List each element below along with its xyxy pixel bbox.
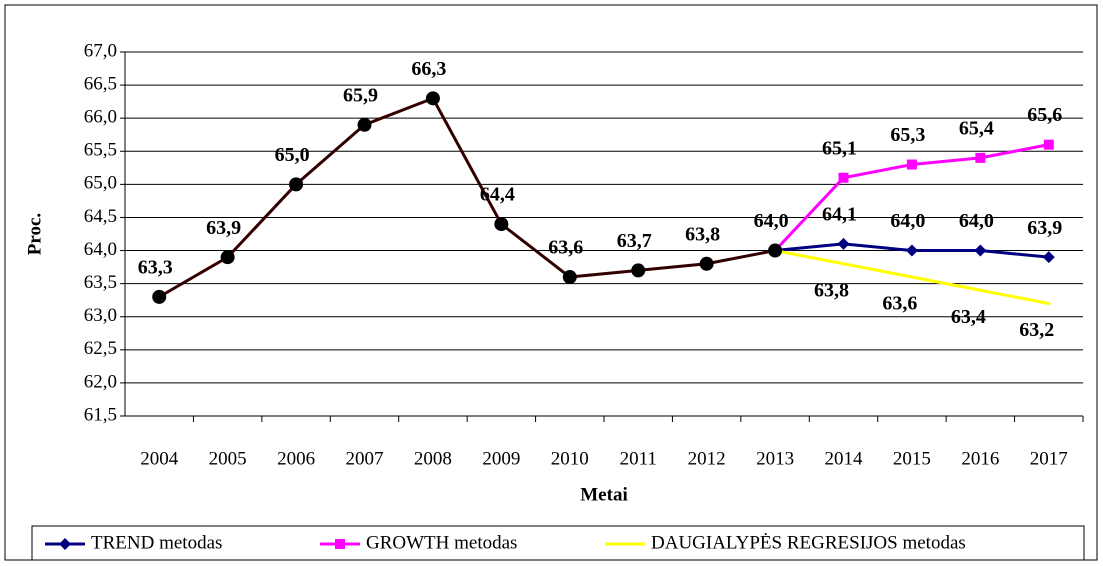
data-label: 63,4 (951, 306, 986, 328)
y-tick-label: 64,0 (84, 239, 117, 260)
point (1042, 251, 1055, 264)
data-label: 65,3 (890, 124, 925, 146)
x-tick-label: 2004 (140, 448, 179, 469)
x-tick-label: 2015 (893, 448, 931, 469)
y-tick-label: 65,0 (84, 173, 117, 194)
data-label: 66,3 (411, 58, 446, 80)
point (289, 177, 304, 192)
point (838, 172, 849, 183)
y-tick-label: 66,5 (84, 73, 117, 94)
point (562, 270, 577, 285)
point (975, 152, 986, 163)
point (631, 263, 646, 278)
point (837, 237, 850, 250)
point (335, 539, 345, 549)
data-label: 64,0 (959, 210, 994, 232)
y-tick-label: 62,5 (84, 338, 117, 359)
point (905, 244, 918, 257)
data-label: 63,8 (685, 223, 720, 245)
x-tick-label: 2009 (482, 448, 520, 469)
y-tick-label: 62,0 (84, 371, 117, 392)
data-label: 64,1 (822, 204, 857, 226)
data-label: 64,0 (890, 210, 925, 232)
y-tick-label: 66,0 (84, 107, 117, 128)
point (978, 288, 982, 292)
x-tick-label: 2011 (620, 448, 657, 469)
data-label: 64,0 (754, 210, 789, 232)
data-label: 63,7 (617, 230, 652, 252)
legend-box (31, 525, 1085, 561)
chart-frame (4, 4, 1098, 561)
y-tick-label: 67,0 (84, 40, 117, 61)
data-label: 63,8 (814, 279, 849, 301)
point (1047, 301, 1051, 305)
point (425, 91, 440, 106)
y-tick-label: 63,5 (84, 272, 117, 293)
data-label: 65,0 (275, 144, 310, 166)
x-axis-title: Metai (580, 484, 627, 505)
data-label: 65,6 (1027, 104, 1062, 126)
point (623, 542, 627, 546)
x-tick-label: 2017 (1030, 448, 1068, 469)
point (842, 262, 845, 266)
point (974, 244, 987, 257)
y-axis-title: Proc. (24, 213, 45, 255)
point (494, 217, 509, 232)
x-tick-label: 2016 (961, 448, 999, 469)
x-tick-label: 2005 (209, 448, 247, 469)
data-label: 63,6 (882, 293, 917, 315)
point (768, 243, 783, 258)
x-tick-label: 2007 (346, 448, 384, 469)
data-label: 65,4 (959, 117, 994, 139)
point (906, 159, 917, 170)
point (152, 289, 167, 304)
x-tick-label: 2008 (414, 448, 452, 469)
x-tick-label: 2014 (825, 448, 864, 469)
data-label: 65,9 (343, 84, 378, 106)
x-tick-label: 2010 (551, 448, 589, 469)
data-label: 65,1 (822, 137, 857, 159)
point (357, 117, 372, 132)
point (59, 538, 71, 550)
y-tick-label: 63,0 (84, 305, 117, 326)
x-tick-label: 2006 (277, 448, 315, 469)
legend-label: GROWTH metodas (366, 532, 517, 553)
legend-label: TREND metodas (91, 532, 222, 553)
point (699, 256, 714, 271)
x-tick-label: 2013 (756, 448, 794, 469)
point (910, 275, 914, 279)
y-tick-label: 64,5 (84, 206, 117, 227)
series-line (158, 96, 776, 299)
y-tick-label: 65,5 (84, 140, 117, 161)
point (220, 250, 235, 265)
data-label: 64,4 (480, 184, 515, 206)
data-label: 63,9 (1027, 217, 1062, 239)
point (1043, 139, 1054, 150)
data-label: 63,6 (548, 237, 583, 259)
data-label: 63,2 (1019, 319, 1054, 341)
data-label: 63,3 (138, 256, 173, 278)
legend-label: DAUGIALYPĖS REGRESIJOS metodas (651, 532, 966, 553)
y-tick-label: 61,5 (84, 404, 117, 425)
x-tick-label: 2012 (688, 448, 726, 469)
data-label: 63,9 (206, 217, 241, 239)
